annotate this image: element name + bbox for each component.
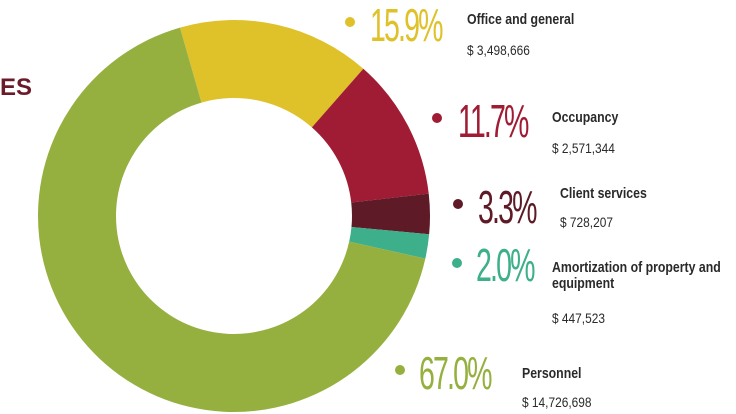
value-label: 67.0%	[419, 347, 492, 399]
donut-segment	[37, 27, 426, 412]
value-label: 2.0%	[476, 239, 535, 291]
value-label: 3.3%	[478, 181, 537, 233]
donut-segment	[311, 68, 429, 203]
donut-segment	[179, 19, 364, 128]
donut-segment	[351, 193, 431, 235]
amount-label: $ 447,523	[552, 310, 605, 326]
category-label: Office and general	[467, 11, 575, 28]
legend-dot	[453, 199, 463, 209]
legend-dot	[452, 258, 462, 268]
legend-dot	[395, 365, 405, 375]
category-label: Amortization of property and equipment	[552, 259, 721, 292]
amount-label: $ 728,207	[560, 214, 613, 230]
chart-title: ES	[0, 74, 33, 101]
legend-dot	[432, 113, 442, 123]
value-label: 11.7%	[458, 95, 529, 147]
category-label: Personnel	[522, 365, 582, 382]
value-label: 15.9%	[370, 0, 443, 51]
category-label: Client services	[560, 185, 647, 202]
category-label: Occupancy	[552, 109, 619, 126]
legend-dot	[345, 17, 355, 27]
donut-segment	[349, 227, 430, 259]
amount-label: $ 2,571,344	[552, 140, 615, 156]
amount-label: $ 3,498,666	[467, 42, 530, 58]
amount-label: $ 14,726,698	[522, 394, 592, 410]
